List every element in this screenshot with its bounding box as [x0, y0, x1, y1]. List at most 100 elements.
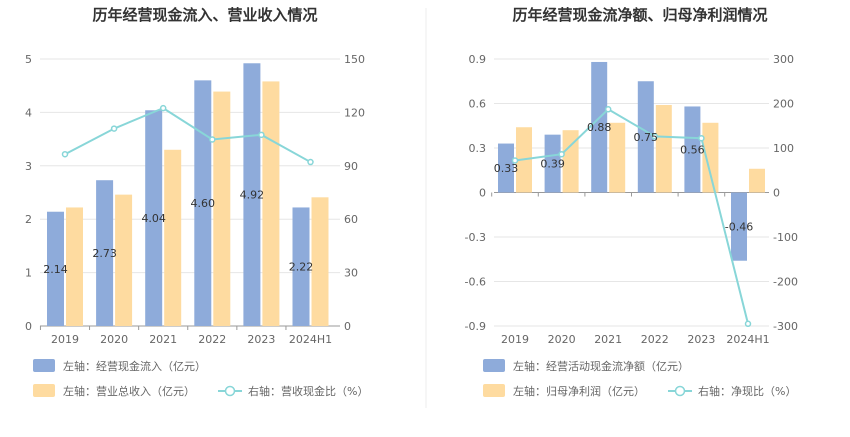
left-axis-tick: 0	[25, 320, 32, 333]
left-axis-tick: -0.6	[465, 276, 486, 289]
bar	[749, 168, 765, 193]
data-label: 2.73	[92, 247, 117, 260]
bar	[96, 180, 114, 326]
line-point	[604, 106, 612, 113]
line-point	[511, 157, 519, 164]
line-series	[514, 108, 749, 325]
legend-swatch-point	[224, 385, 236, 397]
category-label: 2024H1	[289, 333, 332, 346]
category-label: 2022	[198, 333, 226, 346]
left-axis-tick: 0.6	[469, 98, 487, 111]
left-axis-tick: 3	[25, 160, 32, 173]
data-label: -0.46	[725, 221, 753, 234]
bar	[544, 134, 561, 193]
right-axis-tick: 100	[773, 142, 794, 155]
line-point	[209, 136, 216, 143]
bar	[47, 211, 64, 326]
data-label: 4.04	[141, 212, 166, 225]
line-point	[110, 125, 118, 132]
right-axis-tick: 90	[344, 160, 358, 173]
legend-label: 左轴：归母净利润（亿元）	[513, 384, 645, 398]
category-label: 2021	[594, 333, 622, 346]
line-point	[744, 320, 752, 328]
data-label: 0.56	[680, 143, 705, 156]
right-axis-tick: -200	[773, 276, 798, 289]
bar	[609, 122, 626, 193]
bar	[591, 61, 608, 193]
left-axis-tick: 4	[25, 106, 32, 119]
line-point	[61, 150, 69, 158]
right-axis-tick: 0	[344, 320, 351, 333]
line-point	[159, 104, 167, 112]
left-axis-tick: 1	[25, 267, 32, 280]
bar	[684, 106, 701, 193]
legend-label: 左轴：经营现金流入（亿元）	[63, 359, 206, 373]
right-axis-tick: 300	[773, 53, 794, 66]
bar	[702, 122, 719, 193]
left-axis-tick: 0.3	[469, 142, 487, 155]
legend-label: 右轴：营收现金比（%）	[248, 384, 368, 398]
legend-label: 左轴：经营活动现金流净额（亿元）	[513, 359, 689, 373]
bar	[731, 192, 747, 261]
right-axis-tick: 0	[773, 187, 780, 200]
category-label: 2019	[501, 333, 529, 346]
category-label: 2024H1	[726, 333, 769, 346]
bar	[292, 207, 310, 326]
right-axis-tick: -300	[773, 320, 798, 333]
chart-title: 历年经营现金流净额、归母净利润情况	[512, 6, 767, 24]
data-label: 4.92	[240, 189, 265, 202]
bar	[311, 197, 329, 326]
legend-label: 右轴：净现比（%）	[698, 384, 796, 398]
bar	[213, 91, 231, 326]
line-point	[651, 133, 659, 140]
category-label: 2019	[51, 333, 79, 346]
bar	[194, 80, 212, 326]
right-axis-tick: 150	[344, 53, 365, 66]
bar	[562, 130, 579, 193]
left-axis-tick: -0.3	[465, 231, 486, 244]
category-label: 2022	[641, 333, 669, 346]
left-axis-tick: 0.9	[469, 53, 487, 66]
right-axis-tick: 60	[344, 213, 358, 226]
legend-swatch	[33, 384, 55, 397]
line-point	[558, 150, 565, 158]
right-axis-tick: 120	[344, 106, 365, 119]
legend-label: 左轴：营业总收入（亿元）	[63, 384, 195, 398]
right-axis-tick: -100	[773, 231, 798, 244]
left-axis-tick: 5	[25, 53, 32, 66]
data-label: 2.22	[289, 261, 314, 274]
data-label: 0.33	[494, 162, 519, 175]
left-axis-tick: 2	[25, 213, 32, 226]
right-axis-tick: 30	[344, 267, 358, 280]
line-series	[64, 107, 311, 163]
right-axis-tick: 200	[773, 98, 794, 111]
data-label: 0.39	[540, 158, 565, 171]
line-point	[307, 158, 314, 166]
category-label: 2020	[100, 333, 128, 346]
data-label: 0.88	[587, 121, 612, 134]
bar	[145, 110, 163, 326]
bar	[243, 63, 261, 326]
category-label: 2020	[548, 333, 576, 346]
line-point	[258, 131, 265, 139]
left-axis-tick: 0	[479, 187, 486, 200]
bar	[655, 104, 672, 193]
bar	[498, 143, 514, 193]
line-point	[698, 134, 705, 142]
bar	[66, 207, 83, 326]
chart-cash-inflow-revenue: 历年经营现金流入、营业收入情况 0 1 2 3 4 5 0 30 60 90 120 150 2019 20…	[25, 6, 368, 398]
legend-swatch-point	[674, 385, 686, 397]
category-label: 2023	[687, 333, 715, 346]
category-label: 2023	[247, 333, 275, 346]
left-axis-tick: -0.9	[465, 320, 486, 333]
category-label: 2021	[149, 333, 177, 346]
bar	[262, 81, 280, 326]
bar	[637, 81, 654, 193]
chart-title: 历年经营现金流入、营业收入情况	[92, 6, 317, 24]
data-label: 2.14	[43, 263, 68, 276]
chart-cash-net-profit: 历年经营现金流净额、归母净利润情况 -0.9 -0.6 -0.3 0 0.3 0.6 0.9 -…	[465, 6, 798, 398]
legend-swatch	[483, 384, 505, 397]
data-label: 0.75	[634, 131, 659, 144]
legend-swatch	[483, 359, 505, 372]
